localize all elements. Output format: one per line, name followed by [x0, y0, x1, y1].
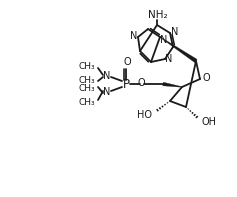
Text: N: N — [103, 71, 111, 81]
Text: O: O — [202, 73, 210, 83]
Text: N: N — [165, 54, 173, 64]
Text: CH₃: CH₃ — [79, 98, 95, 107]
Text: HO: HO — [137, 110, 152, 120]
Text: CH₃: CH₃ — [79, 61, 95, 71]
Text: CH₃: CH₃ — [79, 75, 95, 85]
Text: O: O — [137, 78, 145, 88]
Text: N: N — [130, 31, 138, 41]
Text: O: O — [123, 57, 131, 67]
Text: OH: OH — [201, 117, 217, 127]
Polygon shape — [160, 37, 197, 63]
Text: P: P — [123, 77, 129, 90]
Text: N: N — [160, 35, 168, 45]
Polygon shape — [163, 82, 182, 87]
Text: N: N — [171, 27, 179, 37]
Text: NH₂: NH₂ — [148, 10, 168, 20]
Text: N: N — [103, 87, 111, 97]
Text: CH₃: CH₃ — [79, 84, 95, 93]
